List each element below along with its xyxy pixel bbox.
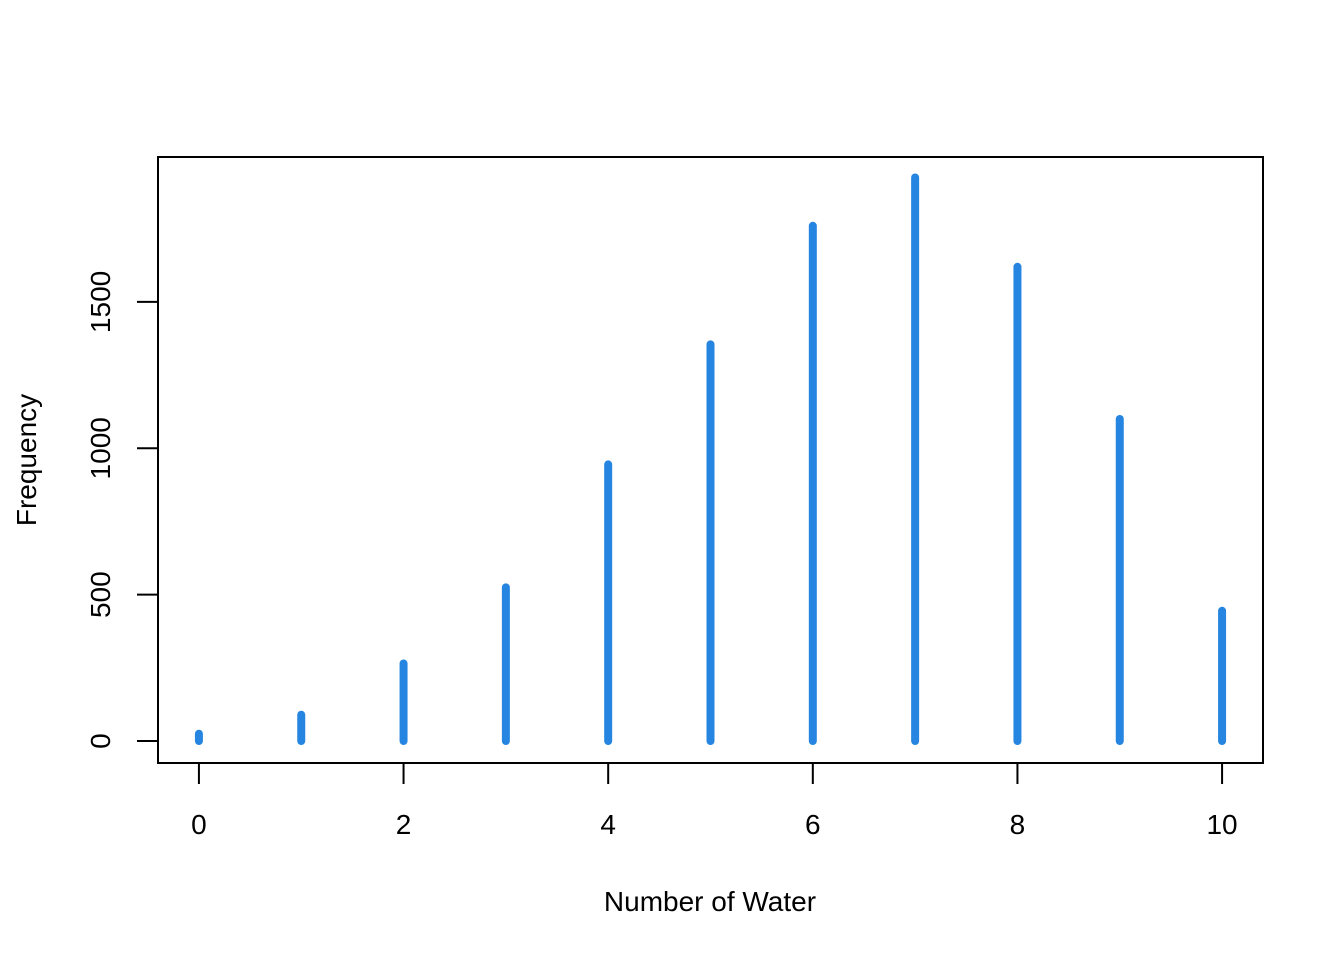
x-tick-label-10: 10: [1206, 809, 1237, 840]
x-tick-label-0: 0: [191, 809, 207, 840]
y-tick-label-500: 500: [85, 571, 116, 618]
bars-group: [194, 173, 1227, 746]
x-tick-label-6: 6: [805, 809, 821, 840]
x-axis-title: Number of Water: [604, 886, 816, 917]
y-axis: 0 500 1000 1500: [85, 271, 159, 749]
x-axis: 0 2 4 6 8 10: [191, 762, 1238, 840]
x-tick-label-2: 2: [396, 809, 412, 840]
x-tick-label-8: 8: [1010, 809, 1026, 840]
y-axis-title: Frequency: [11, 394, 42, 526]
y-tick-label-0: 0: [85, 733, 116, 749]
x-tick-label-4: 4: [600, 809, 616, 840]
y-tick-label-1500: 1500: [85, 271, 116, 333]
y-tick-label-1000: 1000: [85, 417, 116, 479]
